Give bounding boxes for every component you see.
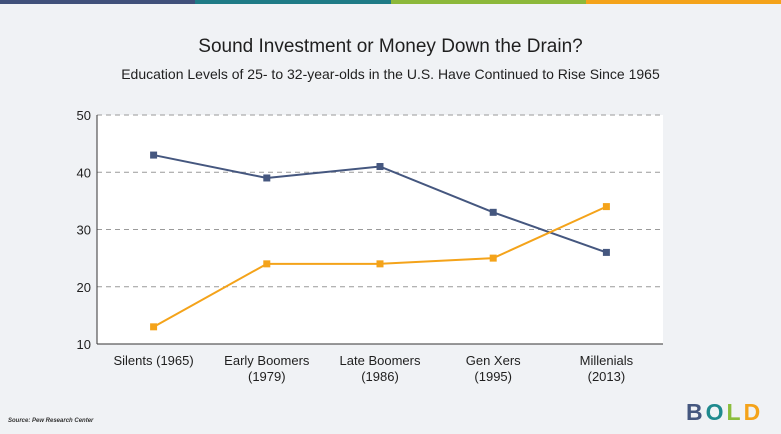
x-tick-label: (1995) [474, 369, 512, 384]
x-tick-label: Silents (1965) [113, 353, 193, 368]
data-point [263, 174, 270, 181]
y-tick-label: 50 [77, 108, 91, 123]
x-tick-label: Millenials [580, 353, 634, 368]
x-tick-label: (1986) [361, 369, 399, 384]
logo-letter-b: B [686, 399, 706, 425]
data-point [150, 323, 157, 330]
data-point [490, 209, 497, 216]
data-point [150, 152, 157, 159]
bold-logo: BOLD [686, 399, 766, 425]
y-tick-label: 10 [77, 337, 91, 352]
data-point [603, 203, 610, 210]
x-tick-label: Gen Xers [466, 353, 521, 368]
logo-letter-o: O [706, 399, 727, 425]
data-point [377, 260, 384, 267]
line-chart: 5040302010Silents (1965) Early Boomers(19… [0, 0, 781, 434]
y-tick-label: 30 [77, 223, 91, 238]
x-tick-label: Early Boomers [224, 353, 310, 368]
y-tick-label: 20 [77, 280, 91, 295]
data-point [263, 260, 270, 267]
logo-letter-l: L [727, 399, 744, 425]
y-tick-label: 40 [77, 165, 91, 180]
data-point [490, 255, 497, 262]
data-point [377, 163, 384, 170]
x-tick-label: (2013) [588, 369, 626, 384]
x-tick-label: Late Boomers [340, 353, 421, 368]
source-note: Source: Pew Research Center [8, 418, 93, 424]
x-tick-label: (1979) [248, 369, 286, 384]
logo-letter-d: D [744, 399, 764, 425]
data-point [603, 249, 610, 256]
